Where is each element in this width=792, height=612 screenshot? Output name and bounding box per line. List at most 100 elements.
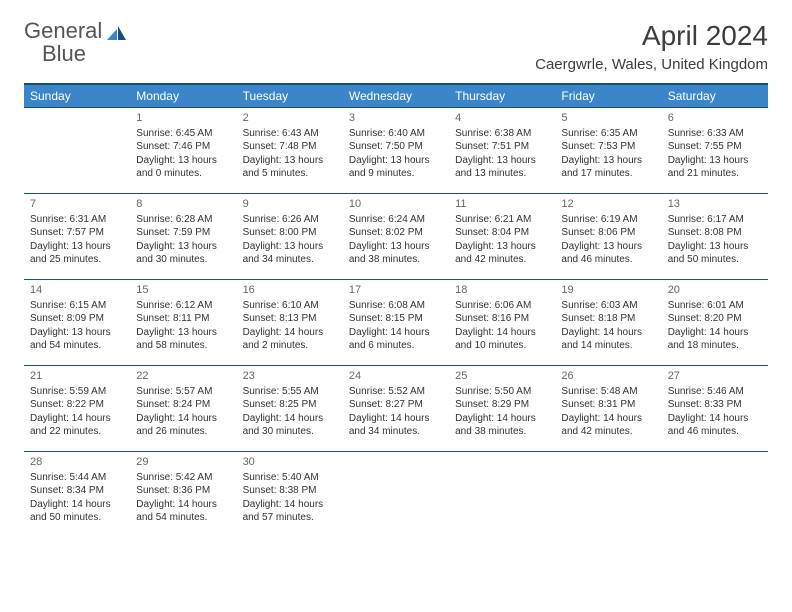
day-cell: 17Sunrise: 6:08 AMSunset: 8:15 PMDayligh…: [343, 280, 449, 366]
day-number: 9: [243, 197, 337, 212]
sunset-text: Sunset: 8:08 PM: [668, 226, 762, 240]
daylight-text: Daylight: 13 hours: [243, 154, 337, 168]
daylight-text: and 14 minutes.: [561, 339, 655, 353]
sunset-text: Sunset: 7:59 PM: [136, 226, 230, 240]
daylight-text: and 42 minutes.: [455, 253, 549, 267]
day-number: 23: [243, 369, 337, 384]
day-cell: 20Sunrise: 6:01 AMSunset: 8:20 PMDayligh…: [662, 280, 768, 366]
day-cell: 11Sunrise: 6:21 AMSunset: 8:04 PMDayligh…: [449, 194, 555, 280]
day-cell: 5Sunrise: 6:35 AMSunset: 7:53 PMDaylight…: [555, 108, 661, 194]
sunset-text: Sunset: 8:09 PM: [30, 312, 124, 326]
sunrise-text: Sunrise: 6:40 AM: [349, 127, 443, 141]
sunset-text: Sunset: 7:50 PM: [349, 140, 443, 154]
logo: General Blue: [24, 20, 127, 66]
daylight-text: and 13 minutes.: [455, 167, 549, 181]
day-header-row: SundayMondayTuesdayWednesdayThursdayFrid…: [24, 84, 768, 108]
day-header: Friday: [555, 84, 661, 108]
daylight-text: Daylight: 14 hours: [561, 326, 655, 340]
sunrise-text: Sunrise: 6:15 AM: [30, 299, 124, 313]
sunset-text: Sunset: 7:57 PM: [30, 226, 124, 240]
daylight-text: Daylight: 13 hours: [561, 154, 655, 168]
sunrise-text: Sunrise: 6:31 AM: [30, 213, 124, 227]
day-header: Monday: [130, 84, 236, 108]
sunset-text: Sunset: 8:29 PM: [455, 398, 549, 412]
day-cell: 27Sunrise: 5:46 AMSunset: 8:33 PMDayligh…: [662, 366, 768, 452]
day-number: 4: [455, 111, 549, 126]
sunrise-text: Sunrise: 5:55 AM: [243, 385, 337, 399]
day-number: 20: [668, 283, 762, 298]
day-cell: 14Sunrise: 6:15 AMSunset: 8:09 PMDayligh…: [24, 280, 130, 366]
daylight-text: and 10 minutes.: [455, 339, 549, 353]
calendar-table: SundayMondayTuesdayWednesdayThursdayFrid…: [24, 83, 768, 538]
sunrise-text: Sunrise: 6:43 AM: [243, 127, 337, 141]
day-cell: 10Sunrise: 6:24 AMSunset: 8:02 PMDayligh…: [343, 194, 449, 280]
sunset-text: Sunset: 7:55 PM: [668, 140, 762, 154]
daylight-text: Daylight: 13 hours: [30, 326, 124, 340]
daylight-text: Daylight: 14 hours: [455, 412, 549, 426]
daylight-text: and 22 minutes.: [30, 425, 124, 439]
sunset-text: Sunset: 7:51 PM: [455, 140, 549, 154]
sunset-text: Sunset: 8:11 PM: [136, 312, 230, 326]
sunrise-text: Sunrise: 6:19 AM: [561, 213, 655, 227]
daylight-text: and 18 minutes.: [668, 339, 762, 353]
daylight-text: Daylight: 13 hours: [349, 240, 443, 254]
sunset-text: Sunset: 8:16 PM: [455, 312, 549, 326]
day-header: Thursday: [449, 84, 555, 108]
day-cell: 13Sunrise: 6:17 AMSunset: 8:08 PMDayligh…: [662, 194, 768, 280]
day-number: 25: [455, 369, 549, 384]
day-number: 5: [561, 111, 655, 126]
sunrise-text: Sunrise: 6:17 AM: [668, 213, 762, 227]
empty-day-cell: [662, 452, 768, 538]
sunset-text: Sunset: 8:25 PM: [243, 398, 337, 412]
daylight-text: Daylight: 13 hours: [668, 154, 762, 168]
sunrise-text: Sunrise: 5:42 AM: [136, 471, 230, 485]
sunset-text: Sunset: 8:24 PM: [136, 398, 230, 412]
daylight-text: Daylight: 13 hours: [455, 240, 549, 254]
daylight-text: Daylight: 13 hours: [136, 240, 230, 254]
sunset-text: Sunset: 8:13 PM: [243, 312, 337, 326]
day-number: 22: [136, 369, 230, 384]
page-header: General Blue April 2024 Caergwrle, Wales…: [24, 20, 768, 75]
sunset-text: Sunset: 8:02 PM: [349, 226, 443, 240]
day-number: 6: [668, 111, 762, 126]
day-number: 11: [455, 197, 549, 212]
daylight-text: and 58 minutes.: [136, 339, 230, 353]
sunrise-text: Sunrise: 6:38 AM: [455, 127, 549, 141]
day-number: 24: [349, 369, 443, 384]
sunrise-text: Sunrise: 6:08 AM: [349, 299, 443, 313]
logo-word1: General: [24, 18, 102, 43]
day-cell: 25Sunrise: 5:50 AMSunset: 8:29 PMDayligh…: [449, 366, 555, 452]
day-cell: 4Sunrise: 6:38 AMSunset: 7:51 PMDaylight…: [449, 108, 555, 194]
day-cell: 6Sunrise: 6:33 AMSunset: 7:55 PMDaylight…: [662, 108, 768, 194]
sunset-text: Sunset: 8:33 PM: [668, 398, 762, 412]
day-number: 16: [243, 283, 337, 298]
daylight-text: and 30 minutes.: [243, 425, 337, 439]
day-cell: 12Sunrise: 6:19 AMSunset: 8:06 PMDayligh…: [555, 194, 661, 280]
day-cell: 18Sunrise: 6:06 AMSunset: 8:16 PMDayligh…: [449, 280, 555, 366]
sunset-text: Sunset: 8:04 PM: [455, 226, 549, 240]
daylight-text: Daylight: 14 hours: [30, 412, 124, 426]
empty-day-cell: [449, 452, 555, 538]
sunset-text: Sunset: 7:46 PM: [136, 140, 230, 154]
day-cell: 2Sunrise: 6:43 AMSunset: 7:48 PMDaylight…: [237, 108, 343, 194]
daylight-text: and 54 minutes.: [30, 339, 124, 353]
sunrise-text: Sunrise: 5:46 AM: [668, 385, 762, 399]
sunrise-text: Sunrise: 6:12 AM: [136, 299, 230, 313]
day-cell: 9Sunrise: 6:26 AMSunset: 8:00 PMDaylight…: [237, 194, 343, 280]
sunrise-text: Sunrise: 6:35 AM: [561, 127, 655, 141]
day-header: Sunday: [24, 84, 130, 108]
week-row: 28Sunrise: 5:44 AMSunset: 8:34 PMDayligh…: [24, 452, 768, 538]
daylight-text: and 21 minutes.: [668, 167, 762, 181]
sunset-text: Sunset: 8:18 PM: [561, 312, 655, 326]
sunset-text: Sunset: 7:48 PM: [243, 140, 337, 154]
day-cell: 23Sunrise: 5:55 AMSunset: 8:25 PMDayligh…: [237, 366, 343, 452]
daylight-text: and 34 minutes.: [243, 253, 337, 267]
day-number: 2: [243, 111, 337, 126]
day-number: 3: [349, 111, 443, 126]
sunrise-text: Sunrise: 6:06 AM: [455, 299, 549, 313]
daylight-text: Daylight: 13 hours: [349, 154, 443, 168]
daylight-text: and 57 minutes.: [243, 511, 337, 525]
daylight-text: Daylight: 14 hours: [30, 498, 124, 512]
day-cell: 28Sunrise: 5:44 AMSunset: 8:34 PMDayligh…: [24, 452, 130, 538]
day-number: 13: [668, 197, 762, 212]
